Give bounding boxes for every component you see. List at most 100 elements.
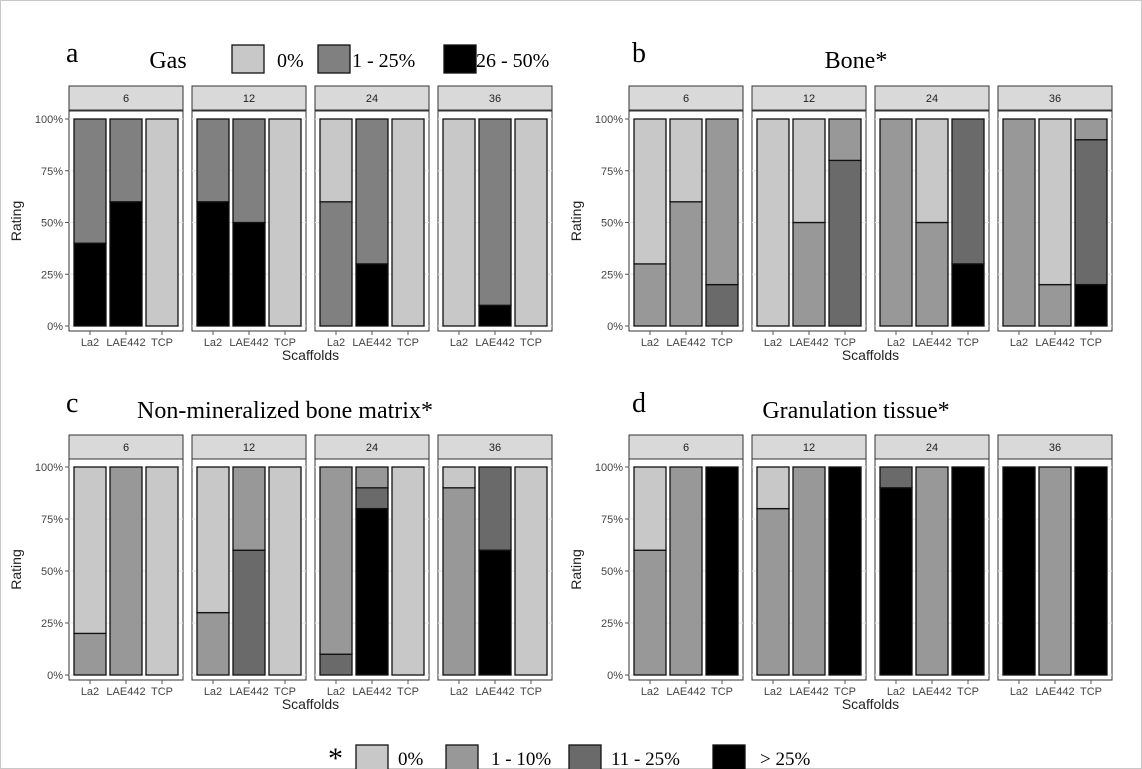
- bar-segment: [109, 118, 143, 203]
- facet-strip: [628, 434, 744, 460]
- legend-label: 0%: [398, 749, 424, 769]
- legend-label: 26 - 50%: [476, 50, 549, 72]
- facet-label: 6: [123, 93, 129, 105]
- x-tick-label: TCP: [520, 337, 542, 349]
- facet-strip: [68, 85, 184, 111]
- x-tick-label: La2: [450, 686, 468, 698]
- x-tick-label: TCP: [834, 686, 856, 698]
- y-tick-label: 100%: [595, 114, 623, 126]
- x-tick-label: LAE442: [229, 337, 268, 349]
- facet-strip: [751, 85, 867, 111]
- y-axis-label: Rating: [568, 201, 584, 241]
- bar-segment: [792, 221, 826, 327]
- x-axis-label: Scaffolds: [842, 347, 899, 363]
- y-axis-label: Rating: [568, 549, 584, 589]
- x-tick-label: LAE442: [475, 686, 514, 698]
- bar-segment: [828, 466, 862, 676]
- bar-segment: [633, 549, 667, 676]
- y-tick-label: 25%: [41, 269, 63, 281]
- panel-letter: b: [632, 38, 646, 69]
- y-tick-label: 100%: [35, 462, 63, 474]
- bar-segment: [145, 118, 179, 327]
- bar-segment: [319, 118, 353, 203]
- y-tick-label: 0%: [607, 670, 623, 682]
- bar-segment: [478, 304, 512, 327]
- bar-segment: [915, 221, 949, 327]
- y-tick-label: 25%: [41, 618, 63, 630]
- bar-segment: [669, 466, 703, 676]
- y-axis-label: Rating: [8, 201, 24, 241]
- facet-label: 12: [803, 442, 815, 454]
- x-tick-label: TCP: [834, 337, 856, 349]
- facet-strip: [874, 85, 990, 111]
- bar-segment: [73, 242, 107, 327]
- bar-segment: [705, 466, 739, 676]
- facet-strip: [874, 434, 990, 460]
- bar-segment: [319, 653, 353, 676]
- bar-segment: [442, 466, 476, 489]
- bar-segment: [1074, 139, 1108, 286]
- x-tick-label: La2: [327, 686, 345, 698]
- bar-segment: [756, 507, 790, 676]
- bar-segment: [669, 118, 703, 203]
- legend-label: 1 - 25%: [352, 50, 415, 72]
- bar-segment: [478, 466, 512, 551]
- bar-segment: [633, 466, 667, 551]
- bar-segment: [232, 221, 266, 327]
- bar-segment: [355, 487, 389, 510]
- facet-label: 6: [683, 442, 689, 454]
- facet-label: 36: [489, 442, 501, 454]
- bar-segment: [633, 118, 667, 265]
- x-tick-label: LAE442: [666, 686, 705, 698]
- y-tick-label: 50%: [41, 218, 63, 230]
- x-tick-label: TCP: [274, 686, 296, 698]
- x-tick-label: TCP: [1080, 686, 1102, 698]
- facet-strip: [314, 85, 430, 111]
- bar-segment: [828, 159, 862, 327]
- bar-segment: [915, 466, 949, 676]
- bar-segment: [355, 263, 389, 327]
- bar-segment: [145, 466, 179, 676]
- facet-strip: [997, 85, 1113, 111]
- legend-label: 0%: [277, 50, 304, 72]
- legend-swatch: [445, 744, 479, 769]
- x-tick-label: TCP: [397, 337, 419, 349]
- bar-segment: [792, 466, 826, 676]
- panel-b: Rating 0% 25% 50% 75% 100% 6 La2 LAE442 TCP 12 La2 L…: [568, 85, 1113, 363]
- bar-segment: [792, 118, 826, 224]
- facet-label: 24: [366, 442, 378, 454]
- facet-label: 24: [926, 442, 938, 454]
- legend-star: *: [328, 742, 343, 769]
- legend-label: 1 - 10%: [491, 749, 551, 769]
- x-tick-label: LAE442: [229, 686, 268, 698]
- facet-label: 36: [489, 93, 501, 105]
- x-tick-label: La2: [204, 686, 222, 698]
- y-tick-label: 0%: [47, 670, 63, 682]
- x-tick-label: LAE442: [352, 337, 391, 349]
- legend-swatch: [355, 744, 389, 769]
- bar-segment: [514, 466, 548, 676]
- bar-segment: [1038, 466, 1072, 676]
- y-axis-label: Rating: [8, 549, 24, 589]
- legend-swatch: [712, 744, 746, 769]
- panel-title: Gas: [149, 48, 186, 74]
- bar-segment: [705, 118, 739, 286]
- x-tick-label: TCP: [520, 686, 542, 698]
- y-tick-label: 75%: [601, 166, 623, 178]
- legend-label: 11 - 25%: [611, 749, 680, 769]
- x-tick-label: TCP: [957, 686, 979, 698]
- x-tick-label: LAE442: [1035, 337, 1074, 349]
- x-tick-label: LAE442: [912, 337, 951, 349]
- x-tick-label: LAE442: [789, 337, 828, 349]
- x-tick-label: La2: [887, 337, 905, 349]
- x-tick-label: LAE442: [106, 686, 145, 698]
- bar-segment: [73, 632, 107, 676]
- y-tick-label: 25%: [601, 269, 623, 281]
- bar-segment: [73, 118, 107, 244]
- facet-label: 12: [243, 442, 255, 454]
- facet-strip: [437, 434, 553, 460]
- x-tick-label: La2: [887, 686, 905, 698]
- y-tick-label: 75%: [41, 166, 63, 178]
- panel-letter: d: [632, 388, 646, 419]
